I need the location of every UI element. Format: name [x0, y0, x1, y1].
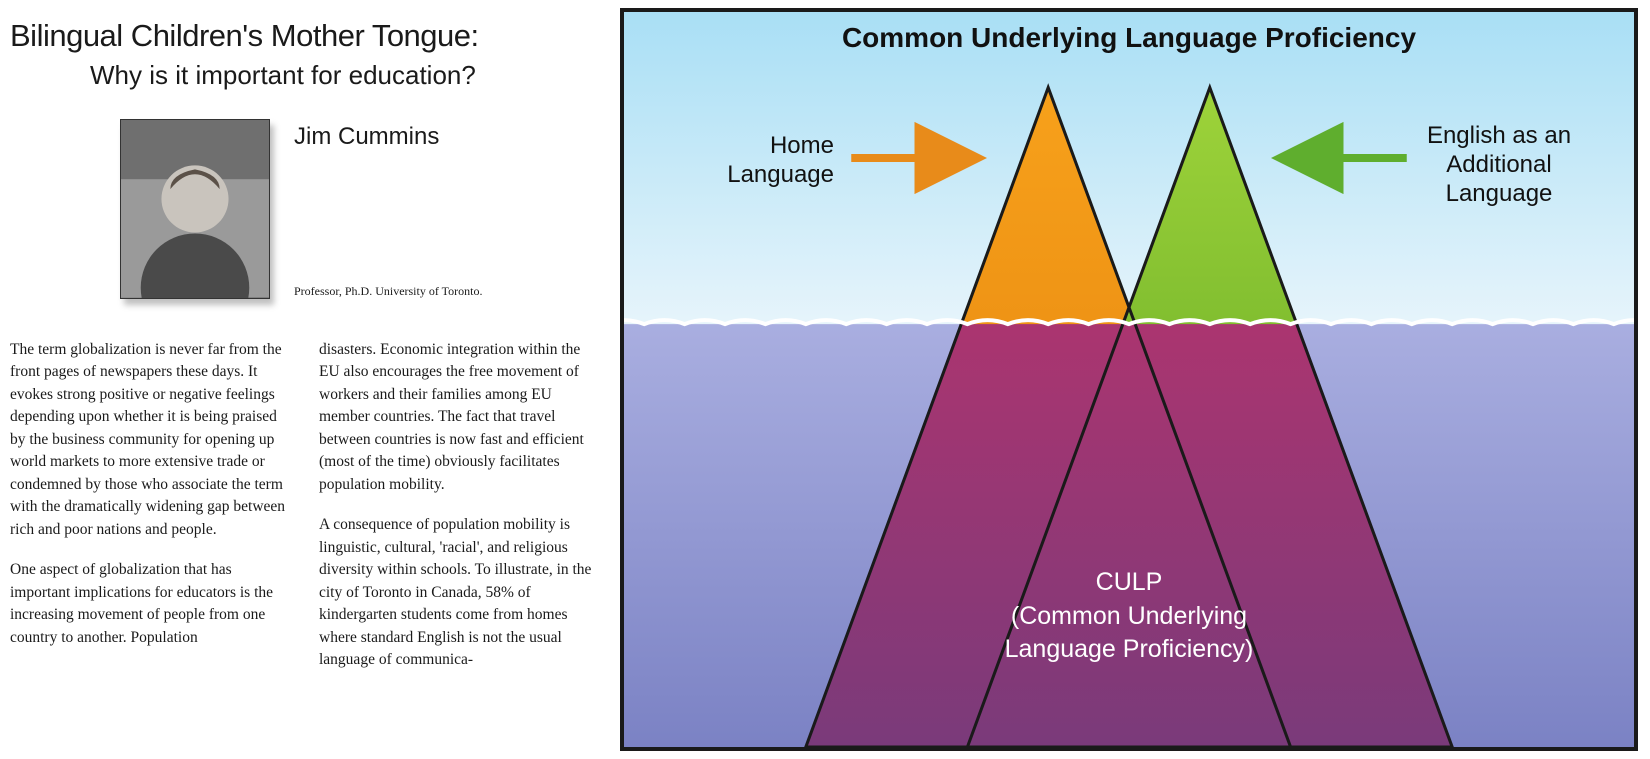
- label-line: Language: [727, 161, 834, 188]
- label-line: CULP: [1096, 568, 1163, 596]
- paragraph: The term globalization is never far from…: [10, 339, 291, 541]
- label-line: Language Proficiency): [1005, 635, 1254, 663]
- author-affiliation: Professor, Ph.D. University of Toronto.: [294, 284, 482, 299]
- label-line: Home: [770, 132, 834, 159]
- body-col-1: The term globalization is never far from…: [10, 339, 291, 690]
- diagram-title: Common Underlying Language Proficiency: [624, 22, 1634, 54]
- paragraph: disasters. Economic integration within t…: [319, 339, 600, 496]
- article-pane: Bilingual Children's Mother Tongue: Why …: [0, 0, 620, 759]
- byline: Jim Cummins Professor, Ph.D. University …: [120, 119, 600, 299]
- culp-diagram: Common Underlying Language Proficiency H…: [620, 8, 1638, 751]
- label-line: Additional: [1446, 151, 1551, 178]
- byline-text: Jim Cummins Professor, Ph.D. University …: [294, 119, 482, 299]
- center-label: CULP (Common Underlying Language Profici…: [929, 566, 1329, 667]
- label-line: (Common Underlying: [1011, 602, 1247, 630]
- left-label: Home Language: [684, 132, 834, 190]
- body-col-2: disasters. Economic integration within t…: [319, 339, 600, 690]
- article-body: The term globalization is never far from…: [10, 339, 600, 690]
- paragraph: One aspect of globalization that has imp…: [10, 559, 291, 649]
- portrait-placeholder-icon: [121, 120, 269, 298]
- diagram-pane: Common Underlying Language Proficiency H…: [620, 0, 1650, 759]
- right-label: English as an Additional Language: [1404, 122, 1594, 208]
- label-line: English as an: [1427, 122, 1571, 149]
- author-portrait: [120, 119, 270, 299]
- label-line: Language: [1446, 180, 1553, 207]
- paragraph: A consequence of population mobility is …: [319, 514, 600, 671]
- article-title: Bilingual Children's Mother Tongue:: [10, 18, 600, 54]
- author-name: Jim Cummins: [294, 123, 482, 151]
- article-subtitle: Why is it important for education?: [90, 60, 600, 91]
